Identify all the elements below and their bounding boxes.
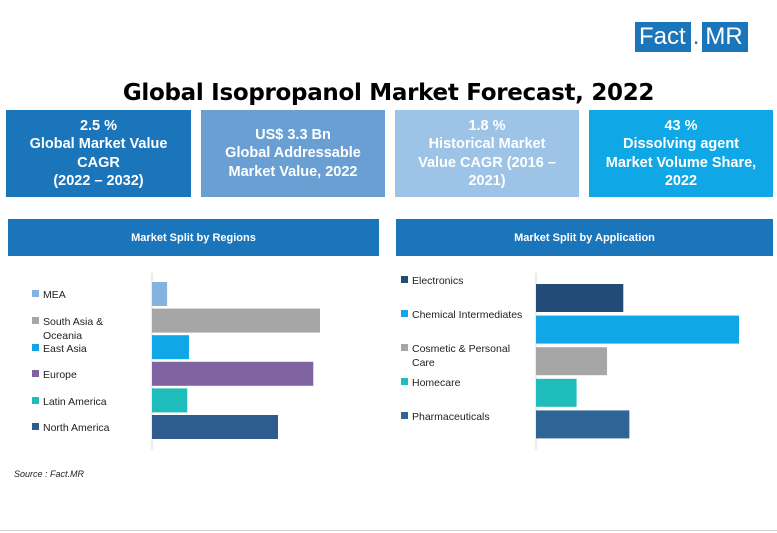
- kpi-line: Value CAGR (2016 –: [418, 154, 556, 171]
- bar-south-asia-oceania: [152, 308, 320, 333]
- kpi-line: Market Volume Share,: [605, 154, 757, 171]
- kpi-line: 43 %: [664, 117, 698, 134]
- legend-marker: [401, 412, 408, 419]
- bar-east-asia: [152, 335, 189, 360]
- legend-label: East Asia: [43, 343, 87, 355]
- logo-dot: .: [690, 22, 703, 52]
- legend-marker: [32, 344, 39, 351]
- kpi-line: Dissolving agent: [622, 136, 740, 152]
- kpi-line: 2021): [468, 173, 506, 189]
- bar-homecare: [536, 378, 577, 407]
- legend-label: Latin America: [43, 396, 107, 408]
- kpi-line: CAGR: [77, 154, 120, 171]
- legend-label: Homecare: [412, 377, 461, 389]
- kpi-line: US$ 3.3 Bn: [255, 126, 331, 143]
- legend-label: Chemical Intermediates: [412, 309, 522, 321]
- legend-marker: [401, 378, 408, 385]
- kpi-line: Historical Market: [428, 136, 546, 152]
- legend-label: Cosmetic & Personal Care: [412, 343, 510, 369]
- legend-label: Pharmaceuticals: [412, 411, 490, 423]
- logo-fact-text: Fact: [635, 22, 691, 52]
- kpi-line: Market Value, 2022: [228, 163, 358, 180]
- bar-north-america: [152, 415, 278, 439]
- regions-chart-header: Market Split by Regions: [8, 219, 379, 256]
- kpi-box-volume-share: 43 % Dissolving agent Market Volume Shar…: [589, 110, 773, 197]
- bar-cosmetic-personal-care: [536, 347, 608, 376]
- legend-marker: [401, 344, 408, 351]
- legend-label: Europe: [43, 369, 77, 381]
- legend-marker: [401, 310, 408, 317]
- legend-label: MEA: [43, 289, 66, 301]
- infographic-title: Global Isopropanol Market Forecast, 2022: [122, 80, 655, 106]
- legend-marker: [32, 370, 39, 377]
- bar-chemical-intermediates: [536, 315, 739, 344]
- legend-marker: [32, 397, 39, 404]
- kpi-line: 2022: [664, 173, 698, 189]
- bottom-divider: [0, 530, 777, 531]
- factmr-logo: Fact . MR: [635, 22, 748, 52]
- legend-label: North America: [43, 422, 110, 434]
- bar-europe: [152, 361, 314, 386]
- legend-marker: [32, 423, 39, 430]
- kpi-box-addressable-value: US$ 3.3 Bn Global Addressable Market Val…: [201, 110, 385, 197]
- bar-electronics: [536, 284, 624, 312]
- kpi-box-market-cagr: 2.5 % Global Market Value CAGR (2022 – 2…: [6, 110, 191, 197]
- kpi-line: Global Market Value: [29, 136, 168, 152]
- legend-marker: [32, 317, 39, 324]
- legend-marker: [401, 276, 408, 283]
- application-chart-header: Market Split by Application: [396, 219, 773, 256]
- bar-pharmaceuticals: [536, 410, 630, 439]
- source-note: Source : Fact.MR: [14, 469, 85, 479]
- kpi-line: 2.5 %: [79, 117, 118, 134]
- bar-latin-america: [152, 388, 188, 413]
- kpi-line: (2022 – 2032): [53, 173, 144, 189]
- kpi-line: 1.8 %: [468, 117, 506, 134]
- kpi-line: Global Addressable: [225, 145, 361, 162]
- kpi-box-historical-cagr: 1.8 % Historical Market Value CAGR (2016…: [395, 110, 579, 197]
- legend-marker: [32, 290, 39, 297]
- logo-mr-text: MR: [702, 22, 748, 52]
- legend-label: Electronics: [412, 275, 463, 287]
- bar-mea: [152, 282, 168, 306]
- legend-label: South Asia & Oceania: [43, 316, 103, 342]
